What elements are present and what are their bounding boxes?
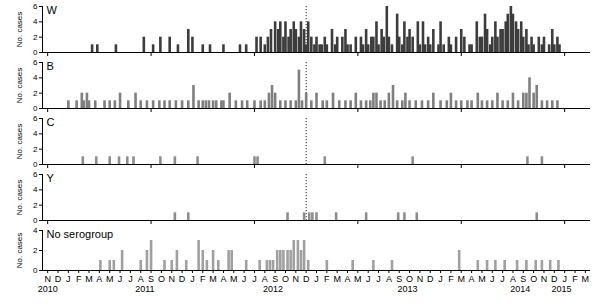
svg-text:2014: 2014 (510, 284, 530, 294)
svg-text:C: C (47, 116, 55, 128)
svg-text:2010: 2010 (38, 284, 58, 294)
svg-text:A: A (345, 274, 351, 284)
svg-text:J: J (366, 274, 371, 284)
svg-text:S: S (396, 274, 402, 284)
svg-text:N: N (293, 274, 300, 284)
svg-text:S: S (272, 274, 278, 284)
svg-text:J: J (562, 274, 567, 284)
svg-text:6: 6 (33, 114, 38, 123)
svg-text:2: 2 (33, 246, 38, 255)
svg-text:S: S (520, 274, 526, 284)
svg-text:O: O (406, 274, 413, 284)
svg-text:J: J (314, 274, 319, 284)
svg-text:2011: 2011 (135, 284, 154, 294)
svg-text:D: D (55, 274, 62, 284)
svg-text:M: M (354, 274, 362, 284)
svg-text:No. cases: No. cases (15, 12, 24, 48)
svg-text:M: M (106, 274, 114, 284)
svg-text:D: D (551, 274, 558, 284)
svg-text:J: J (242, 274, 247, 284)
svg-text:J: J (190, 274, 195, 284)
svg-text:0: 0 (33, 266, 38, 275)
svg-text:D: D (303, 274, 310, 284)
svg-text:J: J (118, 274, 123, 284)
svg-text:4: 4 (33, 185, 38, 194)
svg-text:2012: 2012 (263, 284, 283, 294)
svg-text:2: 2 (33, 145, 38, 154)
svg-text:D: D (427, 274, 434, 284)
svg-text:0: 0 (33, 160, 38, 168)
svg-text:0: 0 (33, 216, 38, 224)
svg-text:No. cases: No. cases (15, 124, 24, 160)
svg-text:A: A (469, 274, 475, 284)
svg-text:F: F (200, 274, 206, 284)
svg-text:B: B (47, 60, 54, 72)
svg-text:4: 4 (33, 17, 38, 26)
svg-text:A: A (510, 274, 516, 284)
svg-text:2015: 2015 (552, 284, 572, 294)
svg-text:N: N (168, 274, 175, 284)
svg-text:N: N (44, 274, 51, 284)
svg-text:N: N (417, 274, 424, 284)
svg-text:J: J (252, 274, 257, 284)
svg-text:J: J (490, 274, 495, 284)
svg-text:S: S (148, 274, 154, 284)
svg-text:M: M (458, 274, 466, 284)
svg-text:0: 0 (33, 104, 38, 112)
svg-text:M: M (85, 274, 93, 284)
svg-text:O: O (282, 274, 289, 284)
svg-text:F: F (448, 274, 454, 284)
svg-text:J: J (438, 274, 443, 284)
svg-text:2013: 2013 (397, 284, 417, 294)
svg-text:J: J (376, 274, 381, 284)
svg-text:M: M (230, 274, 238, 284)
svg-text:D: D (179, 274, 186, 284)
svg-text:M: M (478, 274, 486, 284)
svg-text:F: F (572, 274, 578, 284)
svg-text:A: A (386, 274, 392, 284)
svg-text:A: A (138, 274, 144, 284)
svg-text:O: O (530, 274, 537, 284)
svg-text:A: A (262, 274, 268, 284)
svg-text:6: 6 (33, 58, 38, 67)
svg-text:2: 2 (33, 33, 38, 42)
svg-text:F: F (324, 274, 330, 284)
svg-text:4: 4 (33, 226, 38, 235)
svg-text:2: 2 (33, 89, 38, 98)
svg-text:No. cases: No. cases (15, 233, 24, 269)
svg-text:0: 0 (33, 48, 38, 56)
svg-text:M: M (209, 274, 217, 284)
svg-text:J: J (66, 274, 71, 284)
svg-text:No serogroup: No serogroup (47, 228, 114, 240)
svg-text:6: 6 (33, 170, 38, 179)
svg-text:4: 4 (33, 129, 38, 138)
svg-text:6: 6 (33, 2, 38, 11)
svg-text:F: F (76, 274, 82, 284)
svg-text:No. cases: No. cases (15, 180, 24, 216)
svg-text:A: A (96, 274, 102, 284)
svg-text:A: A (220, 274, 226, 284)
svg-text:W: W (47, 4, 58, 16)
svg-text:M: M (333, 274, 341, 284)
svg-text:J: J (128, 274, 133, 284)
svg-text:No. cases: No. cases (15, 68, 24, 104)
svg-text:Y: Y (47, 172, 55, 184)
svg-text:M: M (582, 274, 590, 284)
svg-text:N: N (541, 274, 548, 284)
svg-text:4: 4 (33, 73, 38, 82)
svg-text:O: O (158, 274, 165, 284)
svg-text:J: J (500, 274, 505, 284)
svg-text:2: 2 (33, 201, 38, 210)
